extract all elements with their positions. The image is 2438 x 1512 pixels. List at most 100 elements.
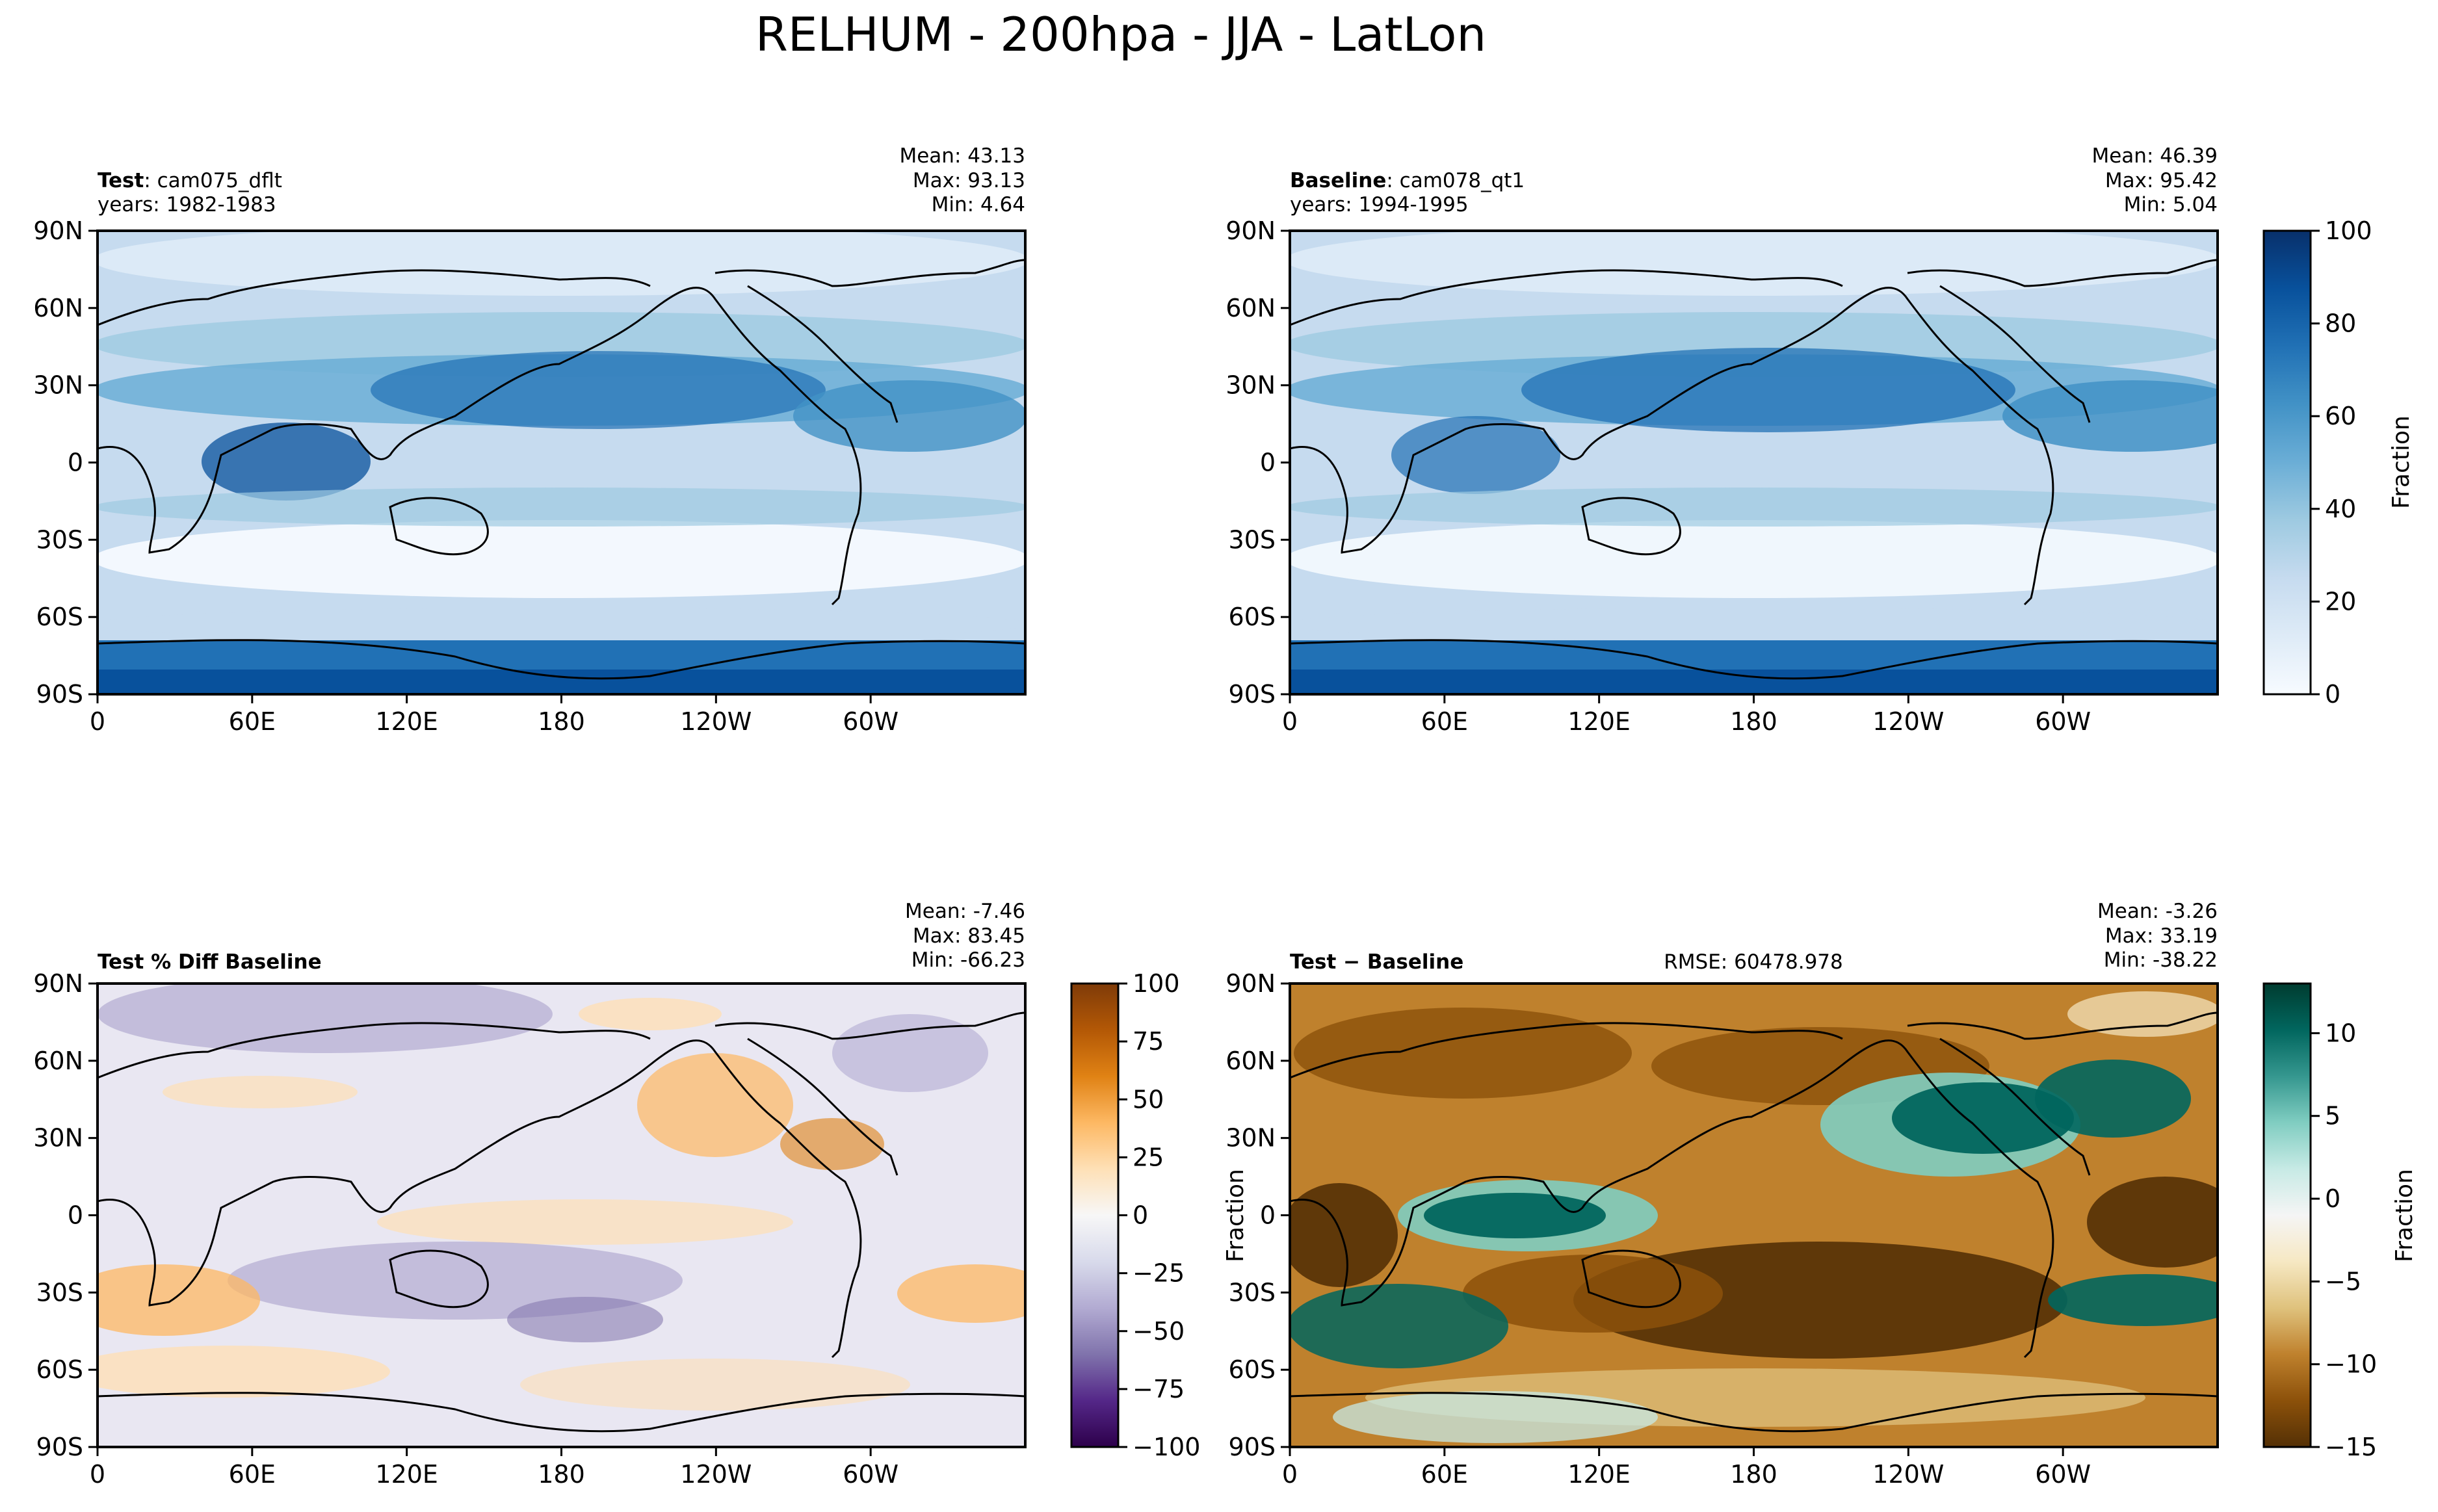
panel-test-stat-min: Min: 4.64 <box>932 193 1025 216</box>
cb-diff-tick-label: −5 <box>2325 1267 2361 1296</box>
cb-diff-tick-label: −15 <box>2325 1433 2377 1461</box>
panel-pctdiff-map <box>98 984 1025 1447</box>
colorbar-main: 0 20 40 60 80 100 Fraction <box>2262 216 2415 709</box>
panel-pctdiff-label: Test % Diff Baseline <box>98 950 322 974</box>
cb-diff-tick-label: 0 <box>2325 1184 2340 1213</box>
panel-test-label-bold: Test <box>98 169 144 192</box>
panel-2-xtick-label: 180 <box>538 1460 585 1489</box>
panel-1-xtick-label: 120W <box>1872 707 1944 736</box>
panel-3-ytick-label: 0 <box>1260 1201 1276 1230</box>
cb-main-tick-label: 40 <box>2325 495 2356 523</box>
panel-pctdiff-field-blobs <box>98 984 1025 1411</box>
panel-1-xtick-label: 180 <box>1730 707 1777 736</box>
panel-pctdiff-stat-max: Max: 83.45 <box>913 924 1025 948</box>
colorbar-pct: −100 −75 −50 −25 0 25 50 75 100 <box>1070 969 1200 1461</box>
panel-0-ytick-label: 60N <box>33 294 83 322</box>
panel-3-xtick-label: 0 <box>1282 1460 1298 1489</box>
panel-baseline-label: Baseline: cam078_qt1 <box>1290 169 1525 192</box>
panel-2-ytick-label: 90N <box>33 969 83 998</box>
panel-2-xtick-label: 0 <box>90 1460 105 1489</box>
panel-pctdiff-stat-mean: Mean: -7.46 <box>905 900 1025 923</box>
panel-0-xtick-label: 60W <box>843 707 898 736</box>
panel-0-xtick-label: 60E <box>229 707 276 736</box>
panel-1-xtick-label: 60W <box>2035 707 2091 736</box>
panel-1-ytick-label: 0 <box>1260 449 1276 477</box>
panel-2-xtick-label: 60E <box>229 1460 276 1489</box>
panel-diff-map <box>1290 984 2218 1447</box>
panel-2-ytick-label: 30S <box>36 1278 83 1307</box>
panel-2-ytick-label: 60N <box>33 1047 83 1075</box>
cb-main-tick-label: 60 <box>2325 402 2356 430</box>
panel-diff-label: Test − Baseline <box>1290 950 1463 974</box>
panel-3-ytick-label: 60S <box>1229 1355 1276 1384</box>
panel-2-ytick-label: 60S <box>36 1355 83 1384</box>
cb-pct-tick-label: −75 <box>1133 1375 1185 1403</box>
panel-1-xtick-label: 60E <box>1421 707 1468 736</box>
colorbar-diff-gradient <box>2262 982 2312 1448</box>
panel-test-yticks: 90N 60N 30N 0 30S 60S 90S <box>33 216 98 709</box>
cb-pct-tick-label: 50 <box>1133 1085 1164 1114</box>
panel-1-ytick-label: 60S <box>1229 603 1276 631</box>
panel-3-xtick-label: 120E <box>1567 1460 1631 1489</box>
panel-baseline-stat-max: Max: 95.42 <box>2105 169 2218 192</box>
panel-diff-rmse: RMSE: 60478.978 <box>1664 950 1843 974</box>
panel-3-ytick-label: 90N <box>1226 969 1276 998</box>
panel-test-label-rest: : cam075_dflt <box>144 169 282 192</box>
panel-3-ytick-label: 60N <box>1226 1047 1276 1075</box>
panel-1-ytick-label: 30N <box>1226 371 1276 400</box>
figure-title: RELHUM - 200hpa - JJA - LatLon <box>755 7 1486 62</box>
panel-0-ytick-label: 90S <box>36 680 83 709</box>
cb-main-tick-label: 80 <box>2325 309 2356 338</box>
panel-1-xtick-label: 120E <box>1567 707 1631 736</box>
cb-pct-tick-label: 0 <box>1133 1201 1148 1230</box>
panel-pctdiff-xticks: 0 60E 120E 180 120W 60W <box>90 1447 898 1489</box>
panel-test-stat-max: Max: 93.13 <box>913 169 1025 192</box>
panel-0-xtick-label: 120E <box>375 707 438 736</box>
colorbar-diff-label: Fraction <box>2391 1169 2418 1262</box>
panel-baseline-field-blobs <box>1290 231 2218 694</box>
cb-pct-tick-label: 75 <box>1133 1027 1164 1056</box>
panel-pctdiff-coastlines <box>98 1011 1025 1433</box>
cb-main-tick-label: 20 <box>2325 587 2356 616</box>
panel-test-stat-mean: Mean: 43.13 <box>899 144 1025 168</box>
panel-diff-stat-max: Max: 33.19 <box>2105 924 2218 948</box>
colorbar-main-gradient <box>2262 229 2312 696</box>
panel-test: Test: cam075_dflt years: 1982-1983 Mean:… <box>33 144 1027 736</box>
cb-diff-tick-label: 10 <box>2325 1019 2356 1047</box>
cb-pct-tick-label: −50 <box>1133 1317 1185 1346</box>
panel-test-xticks: 0 60E 120E 180 120W 60W <box>90 694 898 736</box>
panel-0-ytick-label: 0 <box>68 449 83 477</box>
panel-diff-xticks: 0 60E 120E 180 120W 60W <box>1282 1447 2091 1489</box>
panel-2-xtick-label: 120E <box>375 1460 438 1489</box>
panel-test-map <box>98 231 1025 694</box>
panel-baseline-label-bold: Baseline <box>1290 169 1386 192</box>
panel-0-xtick-label: 120W <box>680 707 752 736</box>
cb-diff-tick-label: 5 <box>2325 1102 2340 1130</box>
panel-test-field-blobs <box>98 231 1025 694</box>
panel-1-ytick-label: 30S <box>1229 525 1276 554</box>
colorbar-pct-ticks: −100 −75 −50 −25 0 25 50 75 100 <box>1118 969 1200 1461</box>
panel-1-ytick-label: 60N <box>1226 294 1276 322</box>
panel-baseline-map <box>1290 231 2218 694</box>
panel-baseline: Baseline: cam078_qt1 years: 1994-1995 Me… <box>1226 144 2219 736</box>
panel-3-xtick-label: 60E <box>1421 1460 1468 1489</box>
cb-pct-tick-label: 100 <box>1133 969 1180 998</box>
panel-baseline-years: years: 1994-1995 <box>1290 193 1469 216</box>
panel-0-ytick-label: 30N <box>33 371 83 400</box>
cb-main-tick-label: 100 <box>2325 216 2372 245</box>
cb-pct-tick-label: −100 <box>1133 1433 1200 1461</box>
panel-3-xtick-label: 120W <box>1872 1460 1944 1489</box>
panel-0-ytick-label: 90N <box>33 216 83 245</box>
cb-main-tick-label: 0 <box>2325 680 2340 709</box>
colorbar-main-ticks: 0 20 40 60 80 100 <box>2311 216 2372 709</box>
panel-2-ytick-label: 0 <box>68 1201 83 1230</box>
panel-1-ytick-label: 90N <box>1226 216 1276 245</box>
panel-2-ytick-label: 90S <box>36 1433 83 1461</box>
panel-0-ytick-label: 60S <box>36 603 83 631</box>
panel-diff-stat-min: Min: -38.22 <box>2104 948 2218 972</box>
panel-diff-coastlines <box>1290 1011 2218 1433</box>
panel-diff-yticks: 90N 60N 30N 0 30S 60S 90S <box>1226 969 1290 1461</box>
panel-baseline-xticks: 0 60E 120E 180 120W 60W <box>1282 694 2091 736</box>
panel-3-ytick-label: 30N <box>1226 1124 1276 1153</box>
